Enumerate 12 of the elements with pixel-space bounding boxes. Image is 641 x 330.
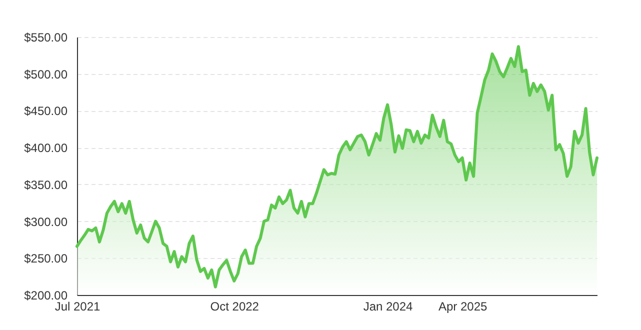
x-tick-label: Apr 2025 xyxy=(438,300,488,314)
x-tick-label: Jul 2021 xyxy=(54,300,101,314)
y-tick-label: $200.00 xyxy=(24,288,68,302)
y-tick-label: $250.00 xyxy=(24,252,68,266)
y-tick-label: $300.00 xyxy=(24,214,68,229)
x-tick-label: Oct 2022 xyxy=(210,300,260,314)
y-tick-label: $350.00 xyxy=(24,178,68,192)
y-tick-label: $450.00 xyxy=(24,104,68,118)
x-tick-label: Jan 2024 xyxy=(363,300,414,314)
y-tick-label: $550.00 xyxy=(24,30,68,44)
y-tick-label: $500.00 xyxy=(24,67,68,82)
y-tick-label: $400.00 xyxy=(24,141,68,156)
